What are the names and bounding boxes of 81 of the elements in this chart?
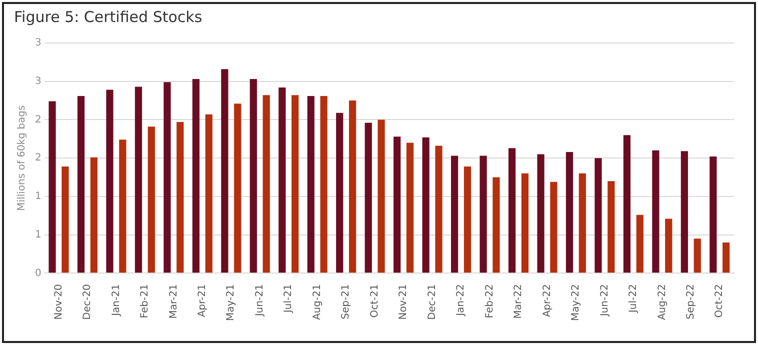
x-tick-label: Nov-21	[398, 284, 410, 320]
x-tick-label: May-21	[226, 284, 237, 322]
x-tick-label: Jan-22	[456, 284, 467, 317]
bar	[464, 166, 472, 273]
y-tick-label: 2	[34, 114, 42, 126]
x-tick-label: Dec-20	[82, 284, 94, 320]
bar	[176, 122, 184, 273]
bar	[307, 96, 314, 273]
y-tick-label: 3	[34, 38, 42, 49]
x-tick-label: Sep-22	[685, 284, 696, 320]
bar	[262, 95, 270, 273]
x-tick-label: Mar-22	[513, 284, 524, 319]
x-tick-label: Feb-22	[484, 284, 496, 318]
x-tick-label: Dec-21	[426, 284, 438, 320]
y-tick-label: 2	[34, 152, 42, 164]
x-tick-label: Apr-22	[542, 284, 553, 318]
bar	[550, 182, 558, 273]
bar	[492, 177, 500, 273]
bar	[636, 214, 644, 273]
chart-title: Figure 5: Certified Stocks	[14, 8, 202, 26]
bar	[164, 82, 171, 273]
bar	[435, 146, 442, 273]
bar	[537, 154, 544, 273]
bar	[48, 101, 56, 273]
x-tick-label: Jun-21	[254, 284, 266, 318]
bar	[77, 96, 85, 273]
bar	[450, 156, 458, 273]
y-tick-label: 1	[34, 191, 42, 202]
bar	[722, 242, 730, 273]
x-tick-label: Jul-22	[628, 284, 640, 314]
bar	[148, 126, 155, 273]
bar	[566, 152, 574, 273]
bar	[694, 238, 701, 273]
bar	[134, 86, 142, 273]
bar	[106, 90, 114, 273]
x-tick-label: Nov-20	[53, 284, 64, 320]
bar	[680, 151, 688, 273]
bar	[205, 114, 212, 273]
x-tick-label: Sep-21	[340, 284, 352, 320]
bar	[90, 157, 98, 273]
x-tick-label: Mar-21	[168, 284, 180, 319]
x-tick-label: Jun-22	[599, 284, 610, 318]
bar	[508, 148, 516, 273]
bar	[480, 156, 487, 273]
bar	[278, 88, 286, 273]
x-tick-label: Oct-21	[369, 284, 380, 318]
bar	[608, 181, 615, 273]
x-tick-label: Aug-21	[312, 284, 323, 320]
y-tick-label: 0	[34, 268, 42, 279]
bar	[422, 137, 430, 273]
bar	[348, 100, 356, 273]
bar	[665, 218, 672, 273]
y-tick-label: 1	[34, 229, 42, 240]
bar	[119, 140, 126, 273]
bar	[192, 79, 200, 273]
bar	[594, 158, 602, 273]
bar	[62, 166, 69, 273]
x-tick-label: May-22	[570, 284, 582, 322]
bar	[652, 150, 660, 273]
y-axis-title: Millions of 60kg bags	[16, 105, 28, 211]
bar	[578, 173, 586, 273]
x-tick-label: Feb-21	[140, 284, 151, 318]
bar	[406, 142, 414, 273]
bar	[336, 112, 344, 273]
x-tick-label: Jan-21	[110, 284, 122, 317]
bar	[394, 136, 401, 273]
bar	[623, 135, 631, 273]
bar	[521, 173, 529, 273]
y-tick-label: 3	[34, 76, 42, 87]
bar	[710, 156, 717, 273]
x-tick-label: Jul-21	[283, 284, 294, 314]
bar	[320, 96, 328, 273]
bar	[292, 95, 299, 273]
bar	[364, 122, 372, 273]
bar	[378, 120, 385, 273]
x-tick-label: Apr-21	[197, 284, 208, 318]
x-tick-label: Aug-22	[656, 284, 668, 320]
bar	[234, 104, 242, 273]
bar	[221, 69, 228, 273]
x-tick-label: Oct-22	[714, 284, 726, 318]
bar	[250, 79, 257, 273]
